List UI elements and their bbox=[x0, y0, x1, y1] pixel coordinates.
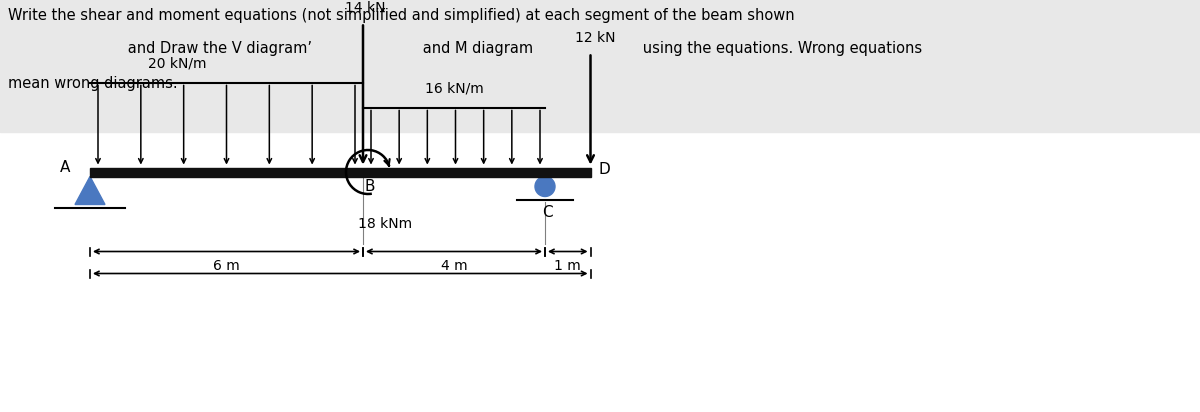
Text: 12 kN: 12 kN bbox=[575, 30, 616, 44]
Text: and M diagram: and M diagram bbox=[395, 41, 533, 56]
Text: 16 kN/m: 16 kN/m bbox=[425, 82, 484, 96]
Text: 18 kNm: 18 kNm bbox=[358, 216, 412, 230]
Text: 6 m: 6 m bbox=[214, 260, 240, 274]
Text: D: D bbox=[599, 162, 611, 176]
Text: using the equations. Wrong equations: using the equations. Wrong equations bbox=[616, 41, 922, 56]
Text: mean wrong diagrams.: mean wrong diagrams. bbox=[8, 76, 178, 91]
Text: A: A bbox=[60, 159, 70, 175]
Text: 4 m: 4 m bbox=[440, 260, 467, 274]
Bar bbox=[90, 168, 590, 176]
Text: C: C bbox=[541, 204, 552, 220]
Bar bbox=[0, 0, 1200, 132]
Text: 20 kN/m: 20 kN/m bbox=[148, 56, 206, 70]
Circle shape bbox=[535, 176, 554, 197]
Text: B: B bbox=[365, 178, 376, 194]
Text: Write the shear and moment equations (not simplified and simplified) at each seg: Write the shear and moment equations (no… bbox=[8, 8, 794, 23]
Text: 14 kN: 14 kN bbox=[344, 0, 385, 14]
Text: 1 m: 1 m bbox=[554, 260, 581, 274]
Text: and Draw the V diagram’: and Draw the V diagram’ bbox=[100, 41, 312, 56]
Polygon shape bbox=[74, 176, 106, 204]
